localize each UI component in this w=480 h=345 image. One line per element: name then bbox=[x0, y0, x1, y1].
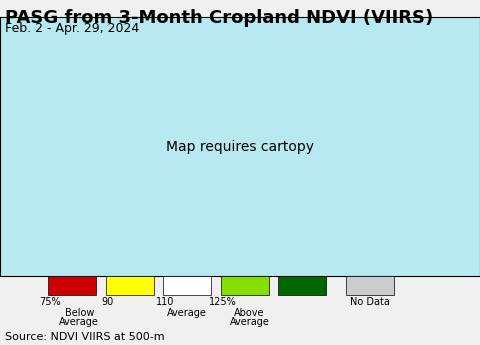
Text: Above: Above bbox=[234, 308, 265, 318]
Text: 75%: 75% bbox=[39, 297, 61, 307]
Text: 90: 90 bbox=[102, 297, 114, 307]
Text: Average: Average bbox=[229, 317, 270, 327]
Text: Map requires cartopy: Map requires cartopy bbox=[166, 140, 314, 154]
Text: Average: Average bbox=[167, 308, 207, 318]
Text: 110: 110 bbox=[156, 297, 175, 307]
Text: Below: Below bbox=[64, 308, 94, 318]
Text: No Data: No Data bbox=[349, 297, 390, 307]
Text: Feb. 2 - Apr. 29, 2024: Feb. 2 - Apr. 29, 2024 bbox=[5, 22, 139, 36]
Text: Average: Average bbox=[59, 317, 99, 327]
Text: 125%: 125% bbox=[209, 297, 237, 307]
Text: Source: NDVI VIIRS at 500-m: Source: NDVI VIIRS at 500-m bbox=[5, 332, 165, 342]
Text: PASG from 3-Month Cropland NDVI (VIIRS): PASG from 3-Month Cropland NDVI (VIIRS) bbox=[5, 9, 433, 27]
